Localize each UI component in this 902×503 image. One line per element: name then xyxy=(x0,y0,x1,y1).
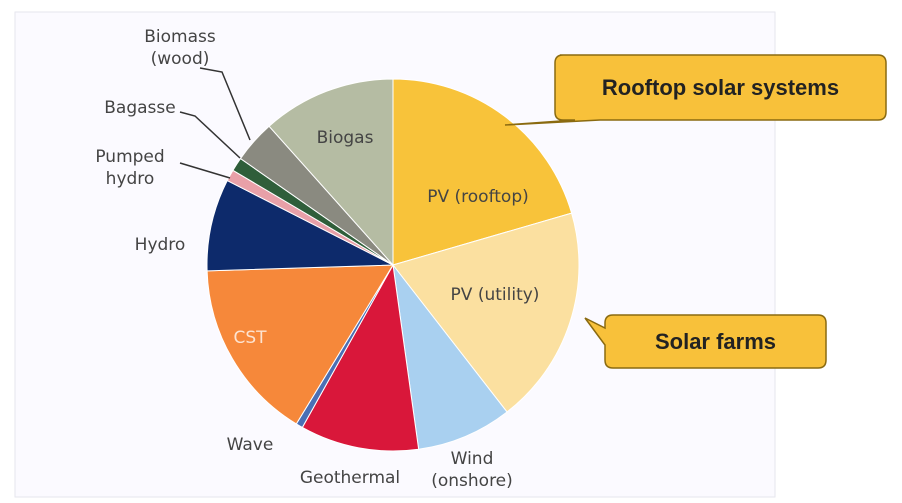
slice-label: Bagasse xyxy=(104,97,176,118)
slice-label: CST xyxy=(233,327,267,348)
pie-slice xyxy=(268,78,394,267)
slice-label: PV (utility) xyxy=(450,284,540,305)
slice-label: Pumped hydro xyxy=(95,146,165,189)
callout-text: Rooftop solar systems xyxy=(601,74,840,100)
leader-line xyxy=(199,67,251,141)
leader-line xyxy=(179,111,241,159)
slice-label: Wave xyxy=(226,434,274,455)
pie-slice xyxy=(392,78,573,266)
pie-slice xyxy=(206,179,394,272)
slice-label: Hydro xyxy=(134,234,186,255)
slice-label: Biogas xyxy=(316,127,374,148)
slice-label: Wind (onshore) xyxy=(431,448,513,491)
pie-slice xyxy=(392,263,508,450)
callout-text: Solar farms xyxy=(654,328,777,354)
pie-slice xyxy=(301,263,420,452)
pie-slice xyxy=(206,264,394,425)
callout-box xyxy=(504,54,887,126)
slice-label: PV (rooftop) xyxy=(427,186,529,207)
leader-line xyxy=(179,162,231,179)
slice-label: Biomass (wood) xyxy=(144,26,216,69)
callout-box xyxy=(584,314,827,369)
slice-label: Geothermal xyxy=(299,467,401,488)
pie-slice xyxy=(392,212,580,413)
